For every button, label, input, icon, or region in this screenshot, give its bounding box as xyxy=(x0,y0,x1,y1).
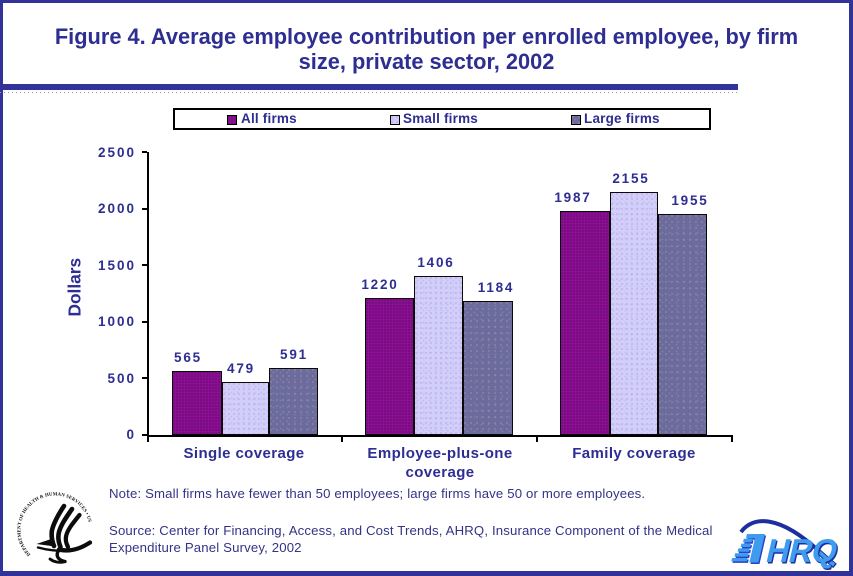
svg-text:HRQ: HRQ xyxy=(764,535,842,572)
svg-text:HRQ: HRQ xyxy=(763,533,841,570)
